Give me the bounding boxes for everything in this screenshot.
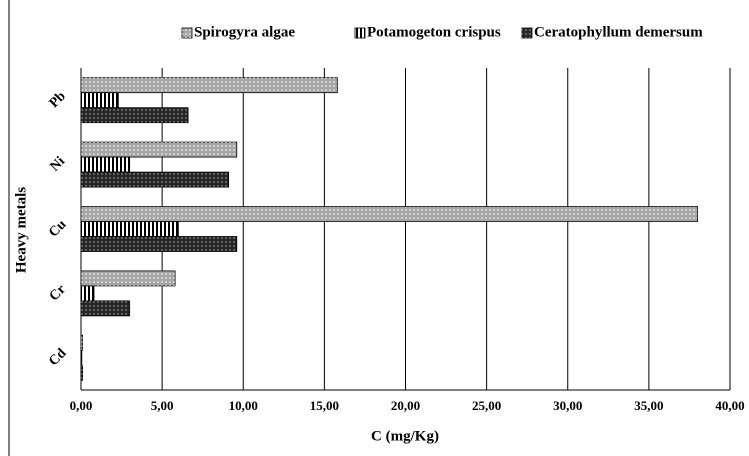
legend-label: Spirogyra algae [194,24,295,40]
legend-label: Ceratophyllum demersum [534,24,703,40]
x-tick-label: 5,00 [151,398,174,413]
bar-pattern [81,270,176,286]
y-axis-title: Heavy metals [13,187,29,273]
x-tick-label: 40,00 [715,398,744,413]
x-tick-label: 20,00 [391,398,420,413]
y-tick-label: Ni [48,154,69,175]
legend-swatch-pattern [522,28,532,38]
bar-pattern [81,142,237,158]
x-tick-label: 0,00 [70,398,93,413]
x-tick-label: 15,00 [310,398,339,413]
x-tick-label: 10,00 [229,398,258,413]
bar-pattern [81,350,82,366]
x-tick-label: 30,00 [553,398,582,413]
x-tick-label: 25,00 [472,398,501,413]
y-tick-label: Cr [47,282,69,304]
y-tick-label: Cu [46,217,69,240]
bar-pattern [81,157,130,173]
y-tick-label: Pb [47,89,69,111]
bar-pattern [81,221,179,237]
bar-pattern [81,172,229,188]
x-tick-label: 35,00 [634,398,663,413]
bar-pattern [81,236,237,252]
y-tick-label: Cd [46,346,69,369]
legend-swatch-pattern [355,28,365,38]
bar-pattern [81,77,338,93]
bar-pattern [81,206,698,222]
legend-label: Potamogeton crispus [367,24,501,40]
legend-swatch-pattern [182,28,192,38]
bar-pattern [81,335,83,351]
bar-pattern [81,107,189,123]
x-axis-title: C (mg/Kg) [371,428,439,444]
bar-pattern [81,365,83,381]
bar-pattern [81,92,119,108]
bar-pattern [81,300,130,316]
bar-pattern [81,285,94,301]
